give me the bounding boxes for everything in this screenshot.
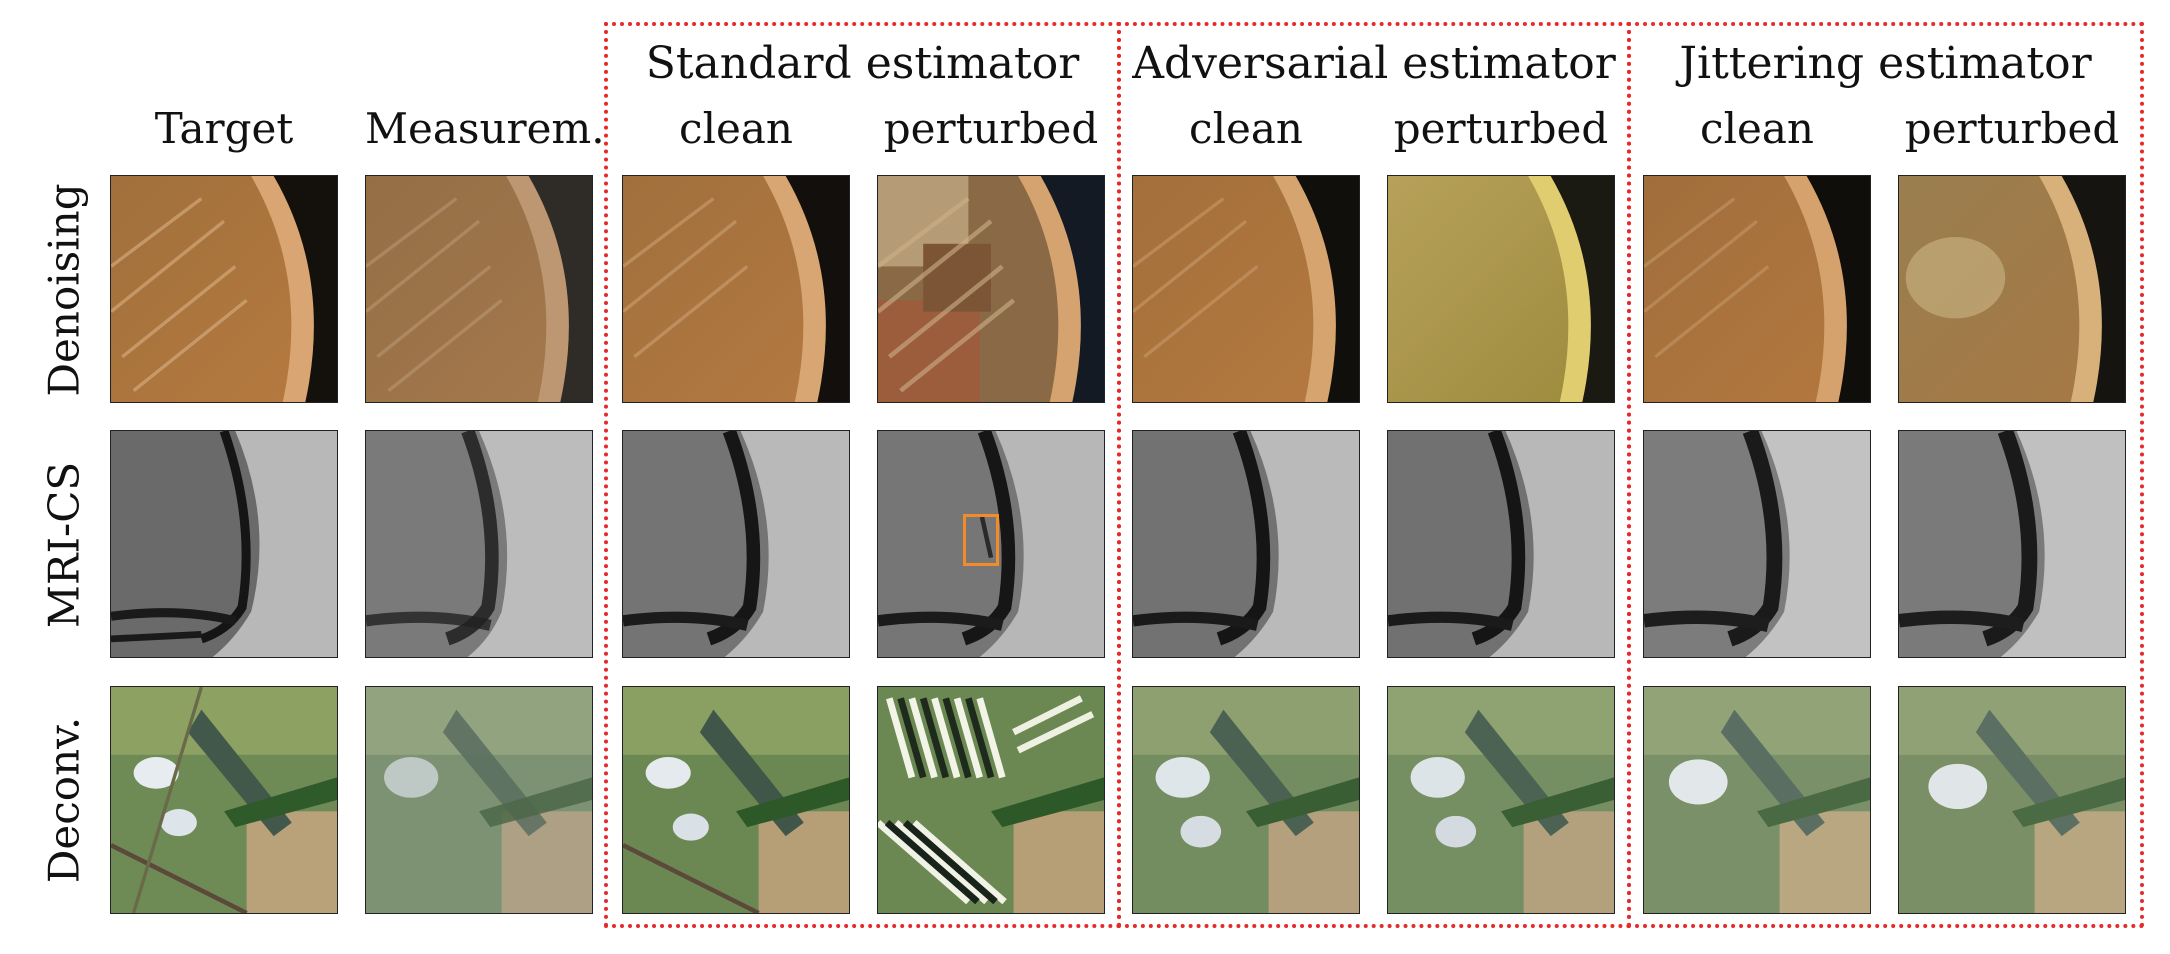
row-label-denoising: Denoising [39,183,89,397]
image-mri-adversarial-clean [1132,430,1360,658]
image-mri-standard-perturbed [877,430,1105,658]
col-label-jittering-clean: clean [1700,104,1814,153]
group-title-standard: Standard estimator [645,38,1080,89]
col-label-adversarial-perturbed: perturbed [1393,104,1609,153]
image-denoising-standard-perturbed [877,175,1105,403]
col-label-standard-perturbed: perturbed [883,104,1099,153]
group-box-jittering [1627,22,2144,928]
highlight-box [963,514,999,566]
image-deconv-measurement [365,686,593,914]
image-deconv-target [110,686,338,914]
image-deconv-jittering-perturbed [1898,686,2126,914]
image-mri-adversarial-perturbed [1387,430,1615,658]
col-label-adversarial-clean: clean [1189,104,1303,153]
col-label-target: Target [154,104,294,153]
image-mri-jittering-clean [1643,430,1871,658]
row-label-mri-cs: MRI-CS [39,461,89,629]
group-title-jittering: Jittering estimator [1679,38,2092,89]
image-mri-target [110,430,338,658]
image-deconv-jittering-clean [1643,686,1871,914]
image-denoising-adversarial-perturbed [1387,175,1615,403]
col-label-jittering-perturbed: perturbed [1904,104,2120,153]
image-denoising-adversarial-clean [1132,175,1360,403]
image-deconv-adversarial-clean [1132,686,1360,914]
col-label-standard-clean: clean [679,104,793,153]
image-mri-jittering-perturbed [1898,430,2126,658]
image-deconv-standard-clean [622,686,850,914]
group-title-adversarial: Adversarial estimator [1132,38,1616,89]
image-mri-measurement [365,430,593,658]
image-denoising-standard-clean [622,175,850,403]
image-deconv-standard-perturbed [877,686,1105,914]
image-deconv-adversarial-perturbed [1387,686,1615,914]
col-label-measurement: Measurem. [365,104,605,153]
image-denoising-jittering-perturbed [1898,175,2126,403]
image-denoising-measurement [365,175,593,403]
row-label-deconv: Deconv. [39,716,89,884]
image-denoising-target [110,175,338,403]
image-mri-standard-clean [622,430,850,658]
image-denoising-jittering-clean [1643,175,1871,403]
